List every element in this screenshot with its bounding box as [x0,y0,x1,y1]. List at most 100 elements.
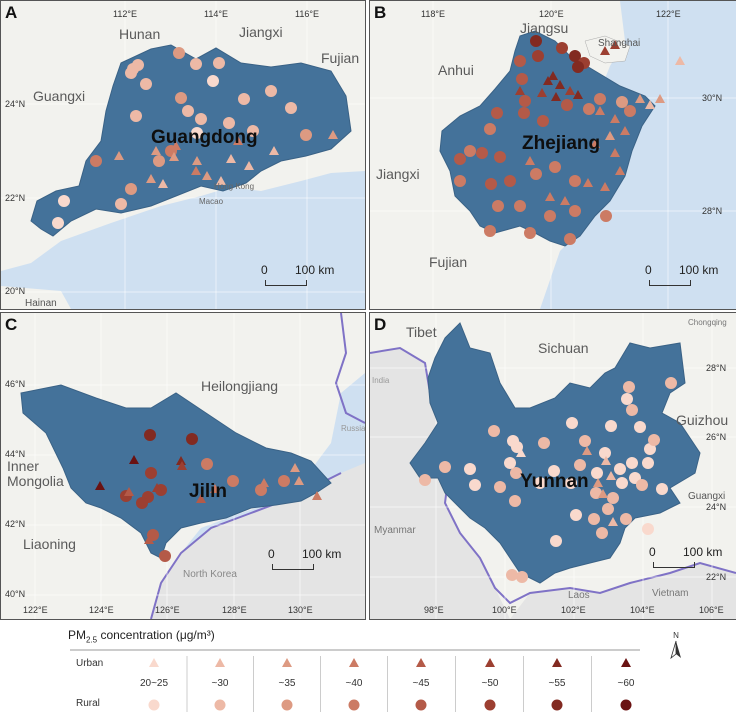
lon-tick: 124°E [89,605,114,615]
urban-site-marker [565,86,575,95]
province-label-zhejiang: Zhejiang [522,133,601,154]
rural-site-marker [510,467,522,479]
rural-site-marker [642,457,654,469]
region-label-hainan: Hainan [25,298,57,309]
lon-tick: 122°E [23,605,48,615]
rural-site-marker [485,178,497,190]
urban-site-marker [144,535,154,544]
legend-rural-marker [148,699,160,711]
panel-label-c: C [5,315,18,334]
urban-site-marker [600,46,610,55]
legend-rural-marker [551,699,563,711]
map-panel-jilin: C 122°E 124°E 126°E 128°E 130°E 46°N 44°… [0,312,366,620]
lat-tick: 24°N [706,502,727,512]
scale-bar: 0 100 km [268,547,365,573]
rural-site-marker [175,92,187,104]
rural-site-marker [583,103,595,115]
rural-site-marker [566,417,578,429]
urban-site-marker [545,192,555,201]
rural-site-marker [514,200,526,212]
urban-site-marker [601,456,611,465]
rural-site-marker [600,210,612,222]
place-label-hong-kong: Hong Kong [214,182,255,191]
rural-site-marker [642,523,654,535]
urban-site-marker [158,179,168,188]
legend-urban-marker [215,658,225,667]
rural-site-marker [550,535,562,547]
lon-tick: 126°E [155,605,180,615]
urban-site-marker [95,481,105,490]
region-label-jiangxi: Jiangxi [239,24,283,40]
lat-tick: 40°N [5,589,26,599]
site-markers-b [454,35,685,245]
region-label-chongqing: Chongqing [688,318,727,327]
map-canvas-b [370,1,736,309]
region-label-heilongjiang: Heilongjiang [201,378,279,394]
rural-site-marker [514,55,526,67]
rural-site-marker [173,47,185,59]
lon-tick: 116°E [295,9,319,19]
lon-tick: 120°E [539,9,564,19]
urban-site-marker [615,166,625,175]
rural-site-marker [544,210,556,222]
legend-urban-marker [149,658,159,667]
urban-site-marker [590,139,600,148]
urban-site-marker [525,156,535,165]
legend-urban-marker [621,658,631,667]
map-canvas-d [370,313,736,619]
urban-site-marker [610,148,620,157]
rural-site-marker [594,93,606,105]
rural-site-marker [569,205,581,217]
rural-site-marker [144,429,156,441]
rural-site-marker [125,183,137,195]
rural-site-marker [624,105,636,117]
rural-site-marker [484,225,496,237]
legend-class-label: 20~25 [139,678,169,689]
lon-tick: 100°E [492,605,517,615]
rural-site-marker [605,420,617,432]
rural-site-marker [656,483,668,495]
rural-site-marker [565,477,577,489]
rural-site-marker [491,107,503,119]
urban-site-marker [129,455,139,464]
rural-site-marker [504,175,516,187]
urban-site-marker [645,100,655,109]
urban-site-marker [598,489,608,498]
urban-site-marker [233,136,243,145]
rural-site-marker [132,59,144,71]
rural-site-marker [153,155,165,167]
region-label-tibet: Tibet [406,324,437,340]
legend-urban-marker [552,658,562,667]
urban-site-marker [290,463,300,472]
rural-site-marker [616,477,628,489]
svg-text:N: N [673,631,679,640]
legend-rural-marker [214,699,226,711]
urban-site-marker [610,40,620,49]
rural-site-marker [140,78,152,90]
legend-rural-marker [620,699,632,711]
urban-site-marker [114,151,124,160]
site-markers-a [52,47,338,229]
legend: PM2.5 concentration (μg/m³) Urban Rural … [0,620,736,720]
rural-site-marker [504,457,516,469]
province-label-guangdong: Guangdong [151,127,258,148]
rural-site-marker [538,437,550,449]
rural-site-marker [534,477,546,489]
rural-site-marker [238,93,250,105]
lat-tick: 26°N [706,432,727,442]
rural-site-marker [115,198,127,210]
region-label-vietnam: Vietnam [652,588,689,599]
rural-site-marker [191,127,203,139]
rural-site-marker [574,459,586,471]
urban-site-marker [312,491,322,500]
urban-site-marker [543,76,553,85]
rural-site-marker [145,467,157,479]
region-label-guangxi: Guangxi [33,88,86,104]
rural-site-marker [620,513,632,525]
map-panel-zhejiang: B 118°E 120°E 122°E 30°N 28°N Jiangsu An… [369,0,736,310]
rural-site-marker [548,465,560,477]
urban-site-marker [202,171,212,180]
rural-site-marker [195,113,207,125]
urban-site-marker [516,448,526,457]
scale-bar: 0 100 km [649,545,736,571]
